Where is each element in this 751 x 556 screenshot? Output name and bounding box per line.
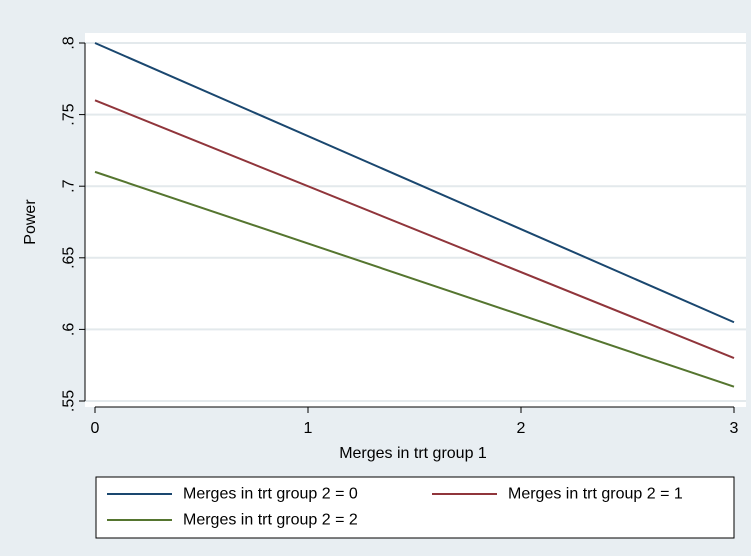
series-line-1 [94, 99, 735, 359]
x-tick-label: 0 [91, 420, 100, 437]
y-tick-label: .7 [61, 179, 78, 192]
y-tick-label: .65 [61, 247, 78, 269]
series-line-2 [94, 170, 735, 388]
series-line-0 [94, 42, 735, 324]
legend-label-1: Merges in trt group 2 = 1 [508, 486, 683, 503]
legend-box [95, 476, 735, 539]
x-axis-label: Merges in trt group 1 [339, 445, 487, 462]
y-tick-label: .75 [61, 103, 78, 125]
x-tick-label: 3 [730, 420, 739, 437]
axes [79, 42, 735, 413]
y-tick-label: .6 [61, 323, 78, 336]
x-tick-label: 1 [304, 420, 313, 437]
y-tick-label: .55 [61, 390, 78, 412]
series-lines [94, 42, 735, 388]
plot-area [85, 33, 746, 407]
tick-labels: .55 .6 .65 .7 .75 .8 0 1 2 3 [61, 36, 739, 437]
x-tick-label: 2 [517, 420, 526, 437]
y-tick-label: .8 [61, 36, 78, 49]
legend: Merges in trt group 2 = 0 Merges in trt g… [107, 486, 683, 529]
grid-lines [85, 42, 746, 402]
y-axis-label: Power [22, 199, 39, 245]
legend-label-0: Merges in trt group 2 = 0 [183, 486, 358, 503]
legend-label-2: Merges in trt group 2 = 2 [183, 512, 358, 529]
